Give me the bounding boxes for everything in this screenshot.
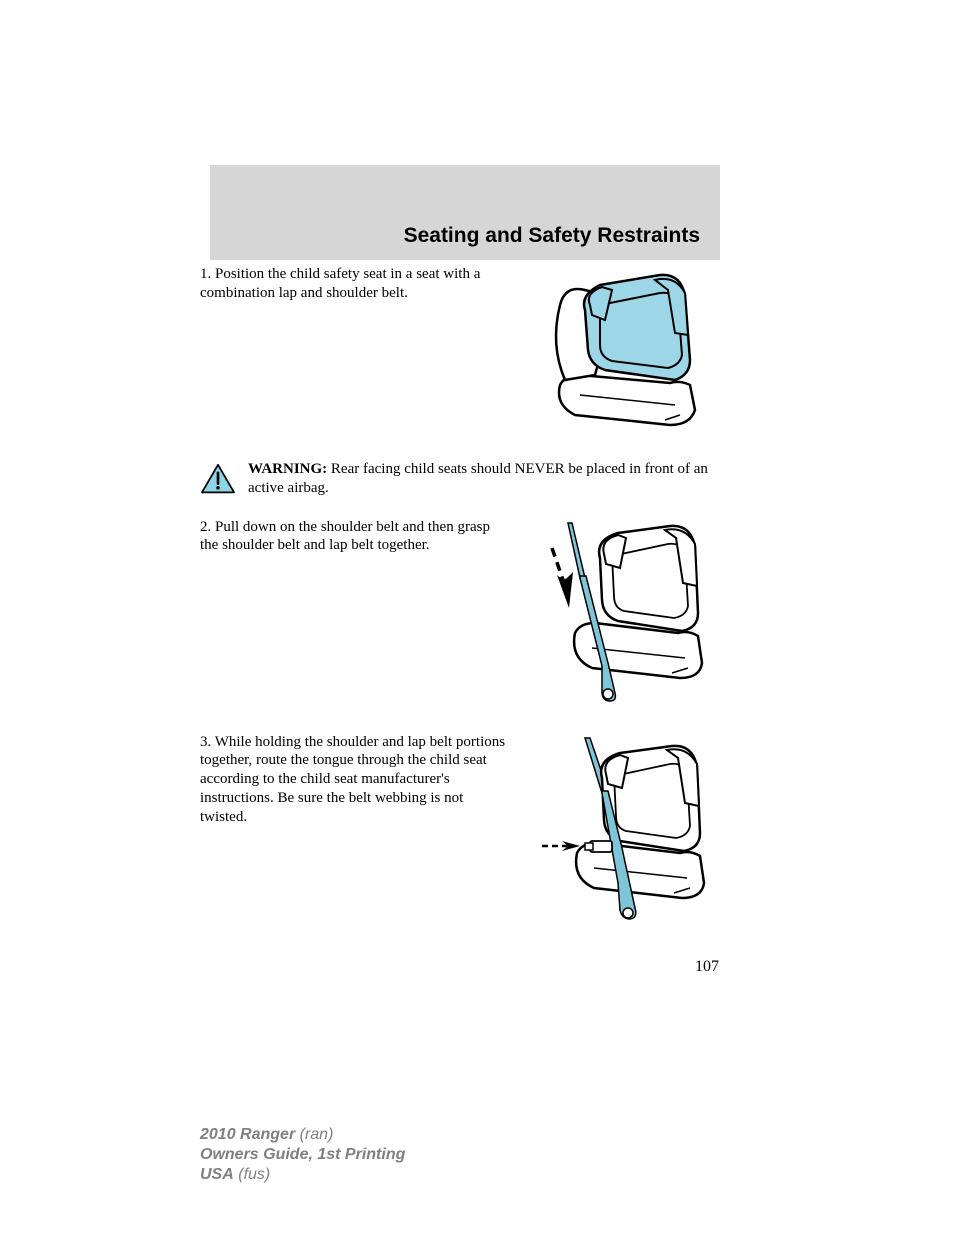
footer-line-3: USA (fus)	[200, 1165, 405, 1185]
step-3-text: 3. While holding the shoulder and lap be…	[200, 733, 510, 827]
section-header: Seating and Safety Restraints	[210, 165, 720, 260]
footer: 2010 Ranger (ran) Owners Guide, 1st Prin…	[200, 1125, 405, 1185]
arrow-down-icon	[552, 548, 573, 608]
illustration-child-seat-3	[530, 733, 720, 938]
step-2-text: 2. Pull down on the shoulder belt and th…	[200, 518, 510, 556]
footer-line-2: Owners Guide, 1st Printing	[200, 1145, 405, 1165]
footer-guide: Owners Guide, 1st Printing	[200, 1146, 405, 1163]
page-number: 107	[695, 958, 719, 976]
step-1-text: 1. Position the child safety seat in a s…	[200, 265, 510, 303]
footer-model: 2010 Ranger	[200, 1126, 295, 1143]
illustration-child-seat-1	[530, 265, 720, 440]
illustration-child-seat-2	[530, 518, 720, 713]
footer-model-code: (ran)	[300, 1126, 334, 1143]
step-3: 3. While holding the shoulder and lap be…	[200, 733, 720, 938]
footer-region: USA	[200, 1166, 234, 1183]
footer-line-1: 2010 Ranger (ran)	[200, 1125, 405, 1145]
warning-label: WARNING:	[248, 461, 327, 477]
step-1: 1. Position the child safety seat in a s…	[200, 265, 720, 440]
content-area: 1. Position the child safety seat in a s…	[200, 265, 720, 958]
section-title: Seating and Safety Restraints	[404, 224, 700, 248]
warning-block: WARNING: Rear facing child seats should …	[200, 460, 720, 498]
footer-region-code: (fus)	[238, 1166, 270, 1183]
warning-text: WARNING: Rear facing child seats should …	[248, 460, 720, 498]
warning-icon	[200, 463, 236, 495]
step-2: 2. Pull down on the shoulder belt and th…	[200, 518, 720, 713]
arrow-right-icon	[542, 841, 580, 851]
